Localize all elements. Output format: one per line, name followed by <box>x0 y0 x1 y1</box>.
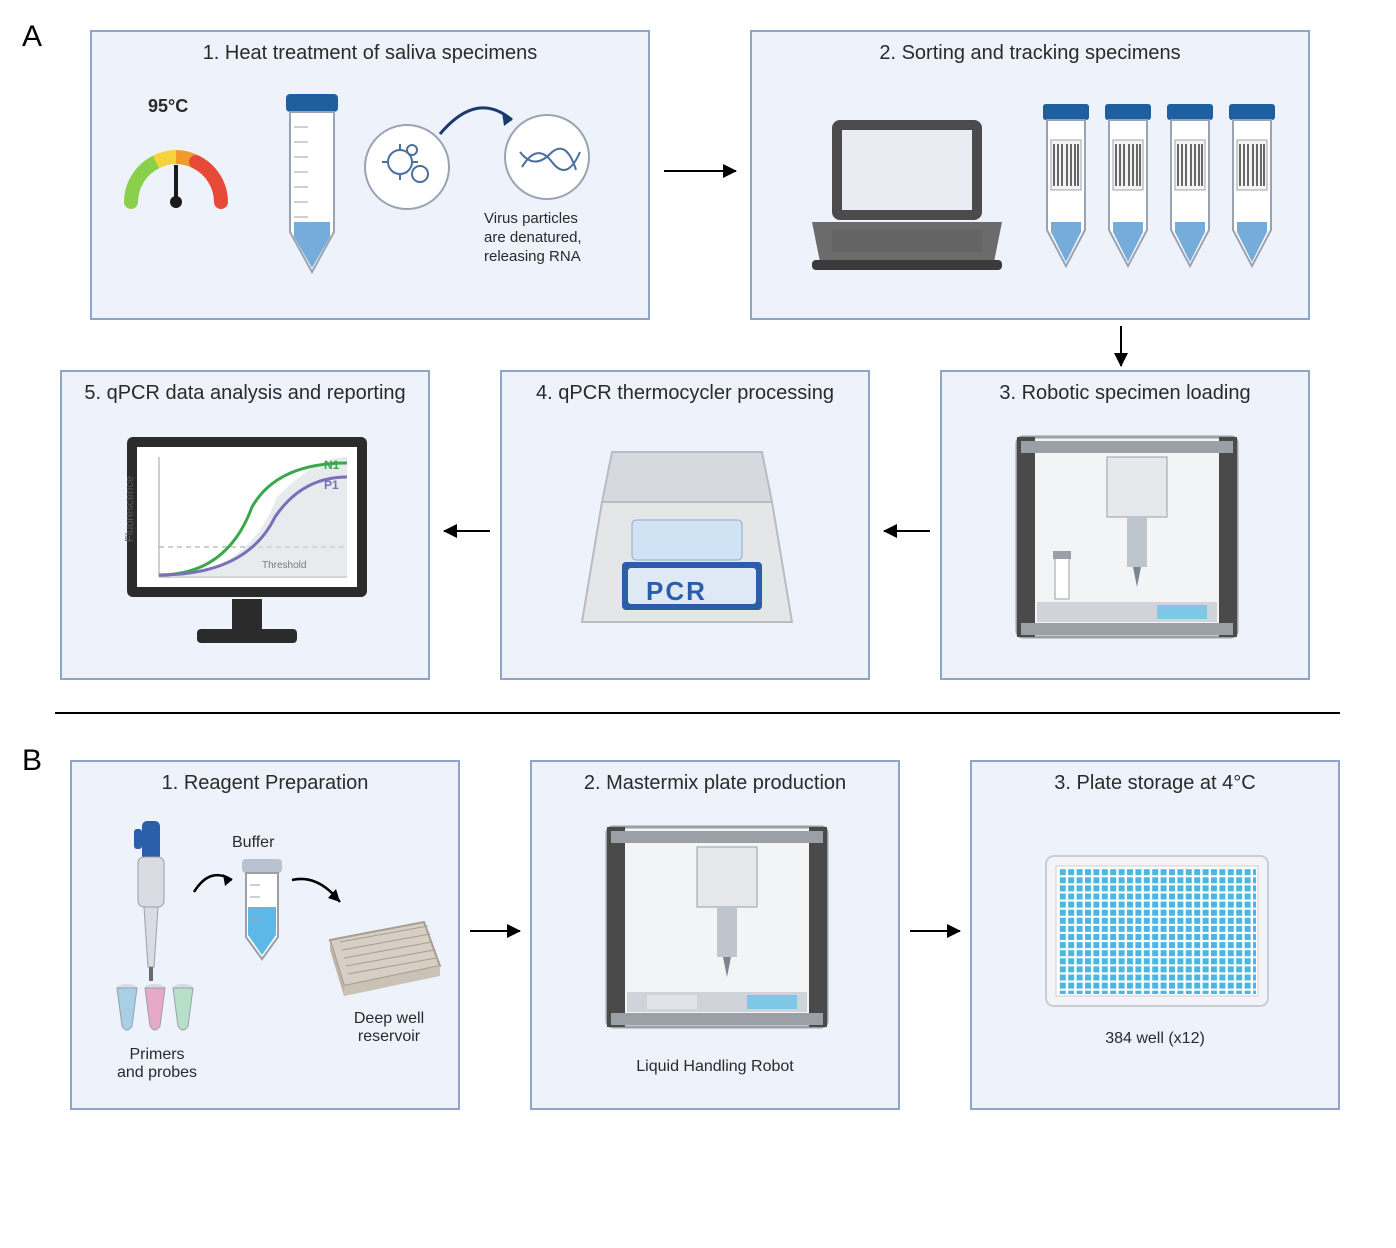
arrow-a2-a3 <box>1120 326 1122 366</box>
saliva-tube-icon <box>272 92 352 282</box>
panel-title: 2. Sorting and tracking specimens <box>752 32 1308 69</box>
arrow-a1-a2 <box>664 170 736 172</box>
section-label-a: A <box>22 20 42 54</box>
threshold-label: Threshold <box>262 560 306 571</box>
arrow-b1-b2 <box>470 930 520 932</box>
panel-title: 3. Plate storage at 4°C <box>972 762 1338 799</box>
temperature-gauge-icon <box>116 127 236 227</box>
panel-b3-plate-storage: 3. Plate storage at 4°C 384 well (x12) <box>970 760 1340 1110</box>
pipette-icon <box>92 817 192 987</box>
panel-a5-data-analysis: 5. qPCR data analysis and reporting Fluo… <box>60 370 430 680</box>
gauge-label: 95°C <box>148 96 188 117</box>
denature-caption: Virus particles are denatured, releasing… <box>484 210 624 266</box>
section-divider <box>55 712 1340 714</box>
yaxis-label: Fluorescence <box>124 476 136 542</box>
rna-strands-icon <box>502 112 592 202</box>
panel-title: 4. qPCR thermocycler processing <box>502 372 868 409</box>
section-label-b: B <box>22 744 42 778</box>
plate-caption: 384 well (x12) <box>972 1030 1338 1048</box>
panel-title: 1. Heat treatment of saliva specimens <box>92 32 648 69</box>
panel-title: 1. Reagent Preparation <box>72 762 458 799</box>
arrow-a3-a4 <box>884 530 930 532</box>
robot-caption: Liquid Handling Robot <box>532 1058 898 1076</box>
panel-title: 2. Mastermix plate production <box>532 762 898 799</box>
buffer-label: Buffer <box>232 834 274 852</box>
384-well-plate-icon <box>1042 852 1272 1012</box>
panel-title: 3. Robotic specimen loading <box>942 372 1308 409</box>
panel-a1-heat-treatment: 1. Heat treatment of saliva specimens 95… <box>90 30 650 320</box>
microtubes-icon <box>112 982 202 1042</box>
liquid-handling-robot-icon <box>1007 427 1247 657</box>
barcoded-tubes-icon <box>1037 102 1297 292</box>
arrow-a4-a5 <box>444 530 490 532</box>
panel-a4-thermocycler: 4. qPCR thermocycler processing PCR <box>500 370 870 680</box>
series-p1-label: P1 <box>324 478 339 492</box>
arrow-b2-b3 <box>910 930 960 932</box>
liquid-handling-robot-icon <box>597 817 837 1047</box>
panel-b2-mastermix: 2. Mastermix plate production Liquid Han… <box>530 760 900 1110</box>
panel-a3-robotic-loading: 3. Robotic specimen loading <box>940 370 1310 680</box>
panel-b1-reagent-prep: 1. Reagent Preparation Primers and probe… <box>70 760 460 1110</box>
deep-well-reservoir-icon <box>324 912 444 1002</box>
primers-label: Primers and probes <box>102 1046 212 1082</box>
reservoir-label: Deep well reservoir <box>334 1010 444 1046</box>
panel-a2-sorting-tracking: 2. Sorting and tracking specimens <box>750 30 1310 320</box>
pcr-thermocycler-icon <box>572 442 802 652</box>
panel-title: 5. qPCR data analysis and reporting <box>62 372 428 409</box>
pcr-screen-label: PCR <box>646 576 707 607</box>
buffer-tube-icon <box>232 857 292 967</box>
series-n1-label: N1 <box>324 458 339 472</box>
laptop-icon <box>802 112 1012 282</box>
flow-arrow-2-icon <box>288 872 348 912</box>
